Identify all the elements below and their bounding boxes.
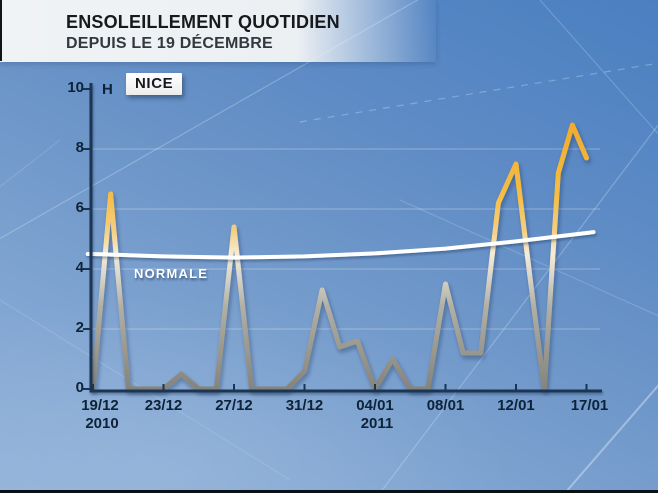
header-band <box>0 0 436 62</box>
bottom-edge <box>0 490 658 493</box>
unit-label: H <box>102 81 113 98</box>
chart-subtitle: DEPUIS LE 19 DÉCEMBRE <box>66 35 273 52</box>
normale-label: NORMALE <box>134 266 209 281</box>
normale-line <box>85 230 596 260</box>
station-badge: NICE <box>126 73 183 95</box>
tick-marks <box>83 88 588 391</box>
header-left-bar <box>0 0 2 61</box>
chart-title: ENSOLEILLEMENT QUOTIDIEN <box>66 12 340 32</box>
gridlines <box>92 148 600 330</box>
sunshine-line <box>90 122 589 392</box>
